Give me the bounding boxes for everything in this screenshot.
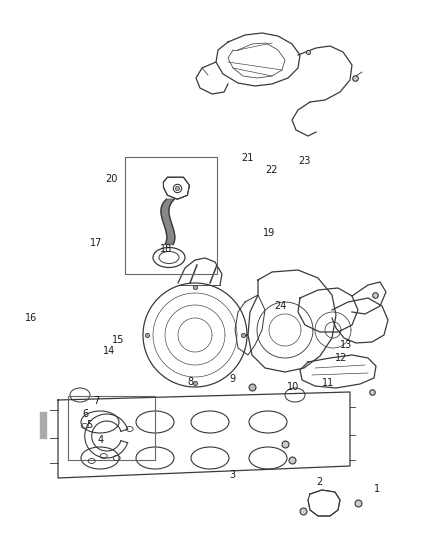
Bar [68,396,155,460]
Polygon shape [40,412,46,438]
Polygon shape [161,199,175,245]
Text: 22: 22 [265,165,278,175]
Text: 19: 19 [263,228,276,238]
Text: 17: 17 [90,238,102,247]
Text: 15: 15 [112,335,124,345]
Text: 8: 8 [187,377,194,386]
Text: 4: 4 [98,435,104,445]
Text: 7: 7 [93,396,99,406]
Text: 6: 6 [82,409,88,418]
Text: 23: 23 [298,156,311,166]
Text: 16: 16 [25,313,37,323]
Text: 10: 10 [287,382,300,392]
Text: 18: 18 [160,245,173,254]
Text: 1: 1 [374,484,380,494]
Text: 5: 5 [87,421,93,430]
Text: 24: 24 [274,301,286,311]
Text: 13: 13 [340,341,352,350]
Text: 9: 9 [229,375,235,384]
Text: 14: 14 [103,346,116,356]
Text: 2: 2 [317,478,323,487]
Text: 12: 12 [336,353,348,363]
Text: 3: 3 [229,471,235,480]
Text: 11: 11 [322,378,335,387]
Text: 20: 20 [106,174,118,183]
Text: 21: 21 [241,153,254,163]
Bar [125,157,217,274]
